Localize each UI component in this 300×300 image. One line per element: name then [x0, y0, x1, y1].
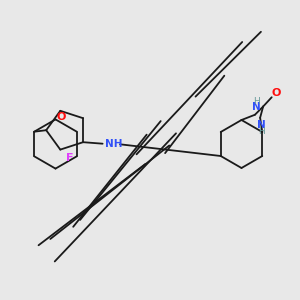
Text: N: N — [257, 120, 266, 130]
Text: O: O — [271, 88, 280, 98]
Text: H: H — [258, 127, 265, 136]
Text: O: O — [56, 112, 66, 122]
Text: N: N — [252, 102, 261, 112]
Text: H: H — [253, 97, 260, 106]
Text: NH: NH — [105, 139, 122, 149]
Text: F: F — [67, 153, 74, 163]
